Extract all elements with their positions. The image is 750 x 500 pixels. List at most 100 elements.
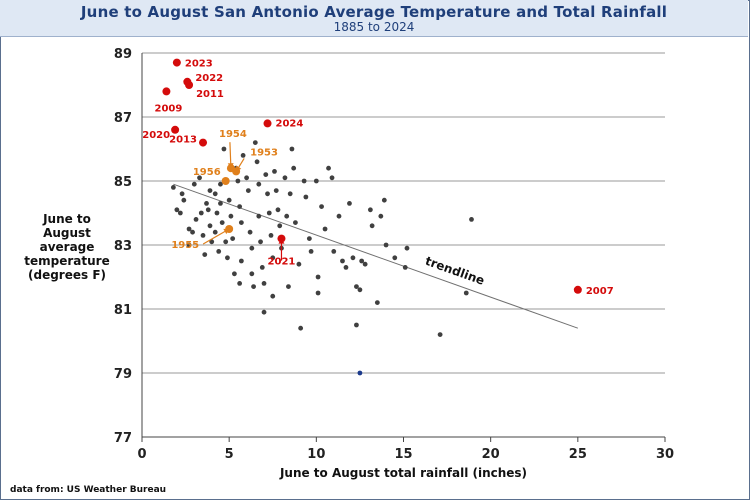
data-point	[237, 204, 243, 210]
chart-title: June to August San Antonio Average Tempe…	[80, 3, 668, 21]
highlight-point	[277, 234, 286, 243]
data-point	[226, 197, 232, 203]
data-point	[322, 226, 328, 232]
y-tick-label: 77	[114, 431, 132, 446]
data-point	[228, 213, 234, 219]
data-point	[315, 274, 321, 280]
data-point	[347, 201, 352, 206]
data-point	[177, 210, 183, 216]
data-point	[249, 271, 255, 277]
chart-header: June to August San Antonio Average Tempe…	[0, 0, 748, 37]
year-label: 2021	[268, 257, 296, 268]
data-point	[319, 204, 324, 210]
data-point	[186, 242, 192, 248]
year-label: 1954	[219, 129, 247, 140]
data-point	[190, 229, 195, 235]
data-point	[263, 172, 269, 178]
year-label: 2011	[196, 89, 224, 100]
data-point	[231, 271, 237, 277]
data-point	[191, 181, 197, 187]
highlight-point	[573, 285, 582, 294]
data-point	[207, 188, 213, 194]
data-point	[179, 191, 185, 197]
data-point	[198, 210, 204, 216]
data-point	[212, 229, 218, 235]
data-point	[221, 146, 227, 152]
data-point	[214, 210, 220, 216]
year-label: 2020	[142, 130, 170, 141]
data-point	[216, 249, 222, 254]
data-point	[287, 191, 293, 197]
data-point	[392, 255, 398, 261]
data-point	[209, 239, 215, 245]
data-point	[256, 181, 262, 187]
data-point	[256, 213, 262, 219]
x-tick-label: 0	[137, 447, 146, 462]
data-point	[354, 322, 359, 328]
data-point	[268, 233, 274, 238]
trendline-label: trendline	[423, 254, 486, 288]
data-point	[197, 175, 202, 181]
data-point	[240, 153, 246, 158]
data-point	[235, 178, 241, 184]
data-point	[218, 181, 223, 187]
data-point	[218, 201, 223, 206]
data-point	[298, 325, 304, 331]
data-point	[291, 165, 297, 171]
highlight-point	[199, 138, 208, 147]
data-point	[252, 140, 258, 146]
y-tick-label: 85	[114, 175, 132, 190]
data-point	[200, 233, 206, 238]
data-point	[301, 178, 307, 184]
highlight-point	[162, 87, 171, 96]
data-point-special	[357, 370, 363, 376]
year-label: 1956	[193, 167, 221, 178]
data-point	[369, 223, 375, 229]
y-tick-label: 89	[114, 47, 132, 62]
data-point	[343, 265, 349, 270]
highlight-point	[221, 177, 230, 185]
year-label: 2024	[276, 118, 304, 129]
data-point	[237, 281, 243, 286]
data-point	[181, 197, 187, 203]
data-point	[202, 252, 208, 257]
year-label: 2023	[185, 59, 213, 70]
highlight-point	[232, 167, 241, 176]
trendline	[173, 183, 579, 329]
data-point	[284, 213, 290, 219]
data-point	[313, 178, 319, 184]
data-point	[275, 207, 281, 213]
data-point	[245, 188, 251, 194]
data-point	[282, 175, 288, 181]
data-point	[273, 188, 279, 194]
data-point	[306, 236, 312, 242]
data-point	[238, 220, 244, 226]
data-point	[362, 261, 368, 267]
x-tick-label: 10	[307, 447, 325, 462]
y-tick-label: 83	[114, 239, 132, 254]
x-axis-label: June to August total rainfall (inches)	[279, 466, 528, 480]
data-point	[205, 207, 211, 213]
year-label: 2022	[195, 73, 223, 84]
data-point	[270, 293, 276, 299]
data-point	[469, 217, 474, 222]
data-point	[402, 265, 408, 270]
data-point	[186, 226, 192, 232]
data-point	[336, 213, 342, 219]
data-point	[249, 245, 255, 251]
x-tick-label: 25	[569, 447, 587, 462]
data-point	[381, 197, 387, 203]
data-point	[265, 191, 270, 197]
data-point	[223, 239, 229, 245]
year-label: 2009	[154, 103, 182, 114]
y-tick-label: 81	[114, 303, 132, 318]
highlight-point	[171, 125, 180, 134]
highlight-point	[172, 58, 181, 67]
x-tick-label: 20	[482, 447, 500, 462]
annotation-arrow	[202, 228, 230, 245]
data-point	[350, 255, 356, 261]
data-point	[212, 191, 218, 197]
data-point	[289, 146, 295, 152]
x-tick-label: 15	[394, 447, 412, 462]
